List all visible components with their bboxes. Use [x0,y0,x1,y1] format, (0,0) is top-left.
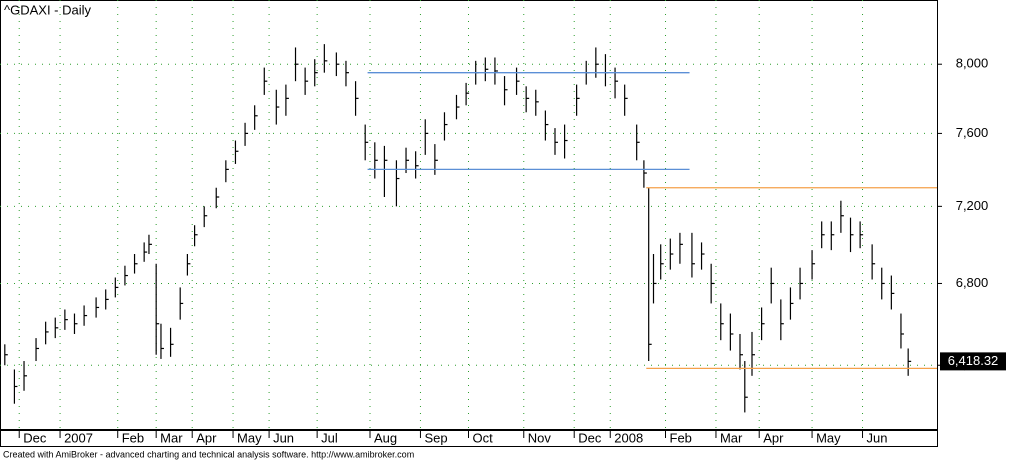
y-tick-label: 8,000 [956,56,989,71]
x-tick-label: Sep [424,430,447,445]
current-price-label: 6,418.32 [948,353,999,368]
x-tick-label: Jul [321,430,338,445]
x-tick-label: Feb [670,430,692,445]
footer: Created with AmiBroker - advanced charti… [3,449,414,459]
x-tick-label: Apr [196,430,217,445]
x-tick-label: 2007 [64,430,93,445]
x-tick-label: May [816,430,841,445]
x-tick-label: Mar [160,430,183,445]
chart-title: ^GDAXI - Daily [4,2,92,17]
x-tick-label: Aug [374,430,397,445]
x-tick-label: Dec [578,430,602,445]
x-tick-label: May [237,430,262,445]
x-tick-label: Jun [867,430,888,445]
y-tick-label: 6,800 [956,275,989,290]
x-tick-label: 2008 [614,430,643,445]
x-tick-label: Apr [763,430,784,445]
x-tick-label: Oct [473,430,494,445]
y-tick-label: 7,200 [956,198,989,213]
y-tick-label: 7,600 [956,125,989,140]
current-price-box [940,352,1006,371]
x-tick-label: Jun [273,430,294,445]
x-tick-label: Dec [23,430,47,445]
x-tick-label: Feb [122,430,144,445]
x-tick-label: Nov [528,430,552,445]
x-tick-label: Mar [720,430,743,445]
